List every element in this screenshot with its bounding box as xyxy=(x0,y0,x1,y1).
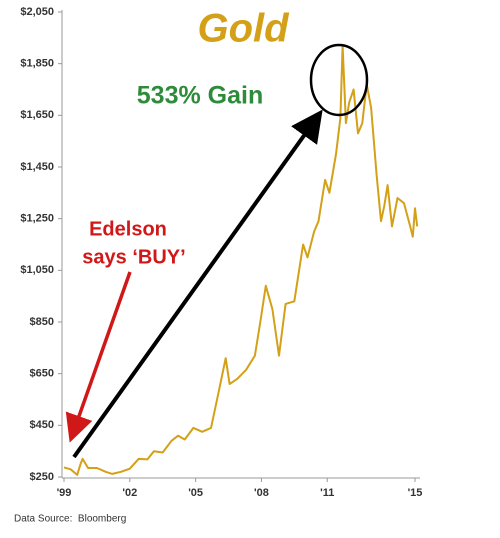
y-tick-label: $1,850 xyxy=(20,58,54,70)
gain-annotation: 533% Gain xyxy=(137,82,263,110)
x-tick-label: '99 xyxy=(57,487,72,499)
y-tick-label: $250 xyxy=(30,471,54,483)
buy-annotation: says ‘BUY’ xyxy=(82,246,185,268)
x-tick-label: '02 xyxy=(122,487,137,499)
buy-annotation: Edelson xyxy=(89,218,167,240)
y-tick-label: $1,250 xyxy=(20,213,54,225)
source-note: Data Source: Bloomberg xyxy=(14,514,126,525)
x-tick-label: '05 xyxy=(188,487,203,499)
y-tick-label: $1,450 xyxy=(20,161,54,173)
chart-title: Gold xyxy=(197,7,290,51)
x-tick-label: '08 xyxy=(254,487,269,499)
y-tick-label: $2,050 xyxy=(20,6,54,18)
buy-arrow xyxy=(65,271,132,443)
y-tick-label: $850 xyxy=(30,316,54,328)
x-tick-label: '15 xyxy=(408,487,423,499)
y-tick-label: $450 xyxy=(30,419,54,431)
price-line xyxy=(63,44,419,476)
y-tick-label: $1,650 xyxy=(20,109,54,121)
x-tick-label: '11 xyxy=(320,487,334,499)
y-tick-label: $1,050 xyxy=(20,264,54,276)
gain-arrow xyxy=(72,109,323,459)
y-tick-label: $650 xyxy=(30,368,54,380)
peak-circle xyxy=(309,43,369,117)
